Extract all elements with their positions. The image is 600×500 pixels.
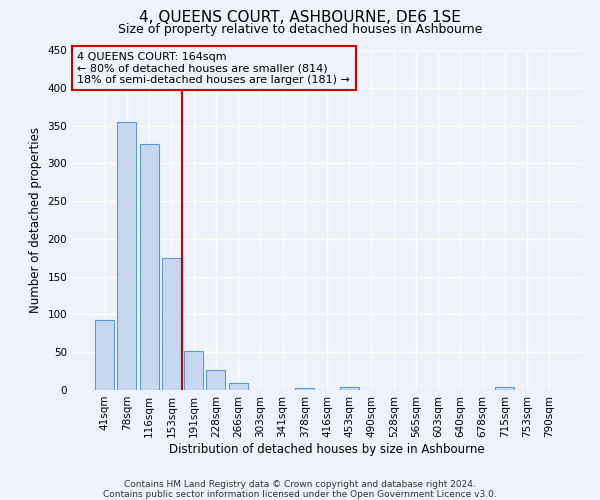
Bar (295, 388, 314, 390)
Bar (206, 370, 225, 390)
Bar (118, 122, 136, 390)
Bar (340, 387, 359, 390)
Text: 4 QUEENS COURT: 164sqm
← 80% of detached houses are smaller (814)
18% of semi-de: 4 QUEENS COURT: 164sqm ← 80% of detached… (77, 52, 350, 85)
Bar (184, 350, 203, 390)
Text: 4, QUEENS COURT, ASHBOURNE, DE6 1SE: 4, QUEENS COURT, ASHBOURNE, DE6 1SE (139, 10, 461, 25)
Bar (229, 383, 248, 390)
Text: Contains HM Land Registry data © Crown copyright and database right 2024.
Contai: Contains HM Land Registry data © Crown c… (103, 480, 497, 499)
Bar (140, 144, 158, 390)
X-axis label: Distribution of detached houses by size in Ashbourne: Distribution of detached houses by size … (169, 442, 485, 456)
Text: Size of property relative to detached houses in Ashbourne: Size of property relative to detached ho… (118, 22, 482, 36)
Bar (162, 258, 181, 390)
Bar (496, 387, 514, 390)
Y-axis label: Number of detached properties: Number of detached properties (29, 127, 42, 313)
Bar (95, 320, 114, 390)
